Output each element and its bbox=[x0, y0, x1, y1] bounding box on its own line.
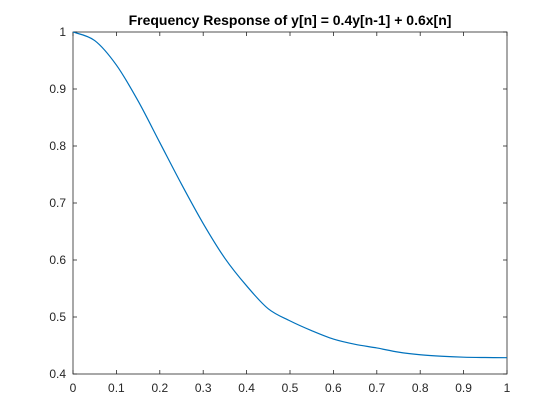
axes-box bbox=[72, 31, 508, 375]
y-tick-label: 0.5 bbox=[49, 310, 66, 324]
x-tick-label: 0.2 bbox=[151, 381, 168, 395]
y-tick-label: 0.4 bbox=[49, 367, 66, 381]
y-tick-label: 0.7 bbox=[49, 196, 66, 210]
x-tick-label: 0.6 bbox=[325, 381, 342, 395]
y-tick-label: 1 bbox=[59, 25, 66, 39]
x-tick-label: 0.7 bbox=[368, 381, 385, 395]
x-axis: 0 0.1 0.2 0.3 0.4 0.5 0.6 0.7 0.8 0.9 1 bbox=[70, 32, 511, 395]
y-axis: 0.4 0.5 0.6 0.7 0.8 0.9 1 bbox=[49, 25, 507, 381]
y-tick-label: 0.9 bbox=[49, 82, 66, 96]
x-tick-label: 0 bbox=[70, 381, 77, 395]
y-tick-label: 0.6 bbox=[49, 253, 66, 267]
chart-title: Frequency Response of y[n] = 0.4y[n-1] +… bbox=[129, 12, 452, 28]
series-line bbox=[72, 31, 508, 359]
plot-area: 0 0.1 0.2 0.3 0.4 0.5 0.6 0.7 0.8 0.9 1 0.40.50.60… bbox=[49, 25, 510, 395]
x-tick-label: 1 bbox=[504, 381, 511, 395]
y-tick-label: 0.8 bbox=[49, 139, 66, 153]
x-tick-label: 0.9 bbox=[455, 381, 472, 395]
x-tick-label: 0.8 bbox=[412, 381, 429, 395]
x-tick-label: 0.3 bbox=[195, 381, 212, 395]
x-tick-label: 0.5 bbox=[282, 381, 299, 395]
x-tick-label: 0.4 bbox=[238, 381, 255, 395]
x-tick-label: 0.1 bbox=[108, 381, 125, 395]
